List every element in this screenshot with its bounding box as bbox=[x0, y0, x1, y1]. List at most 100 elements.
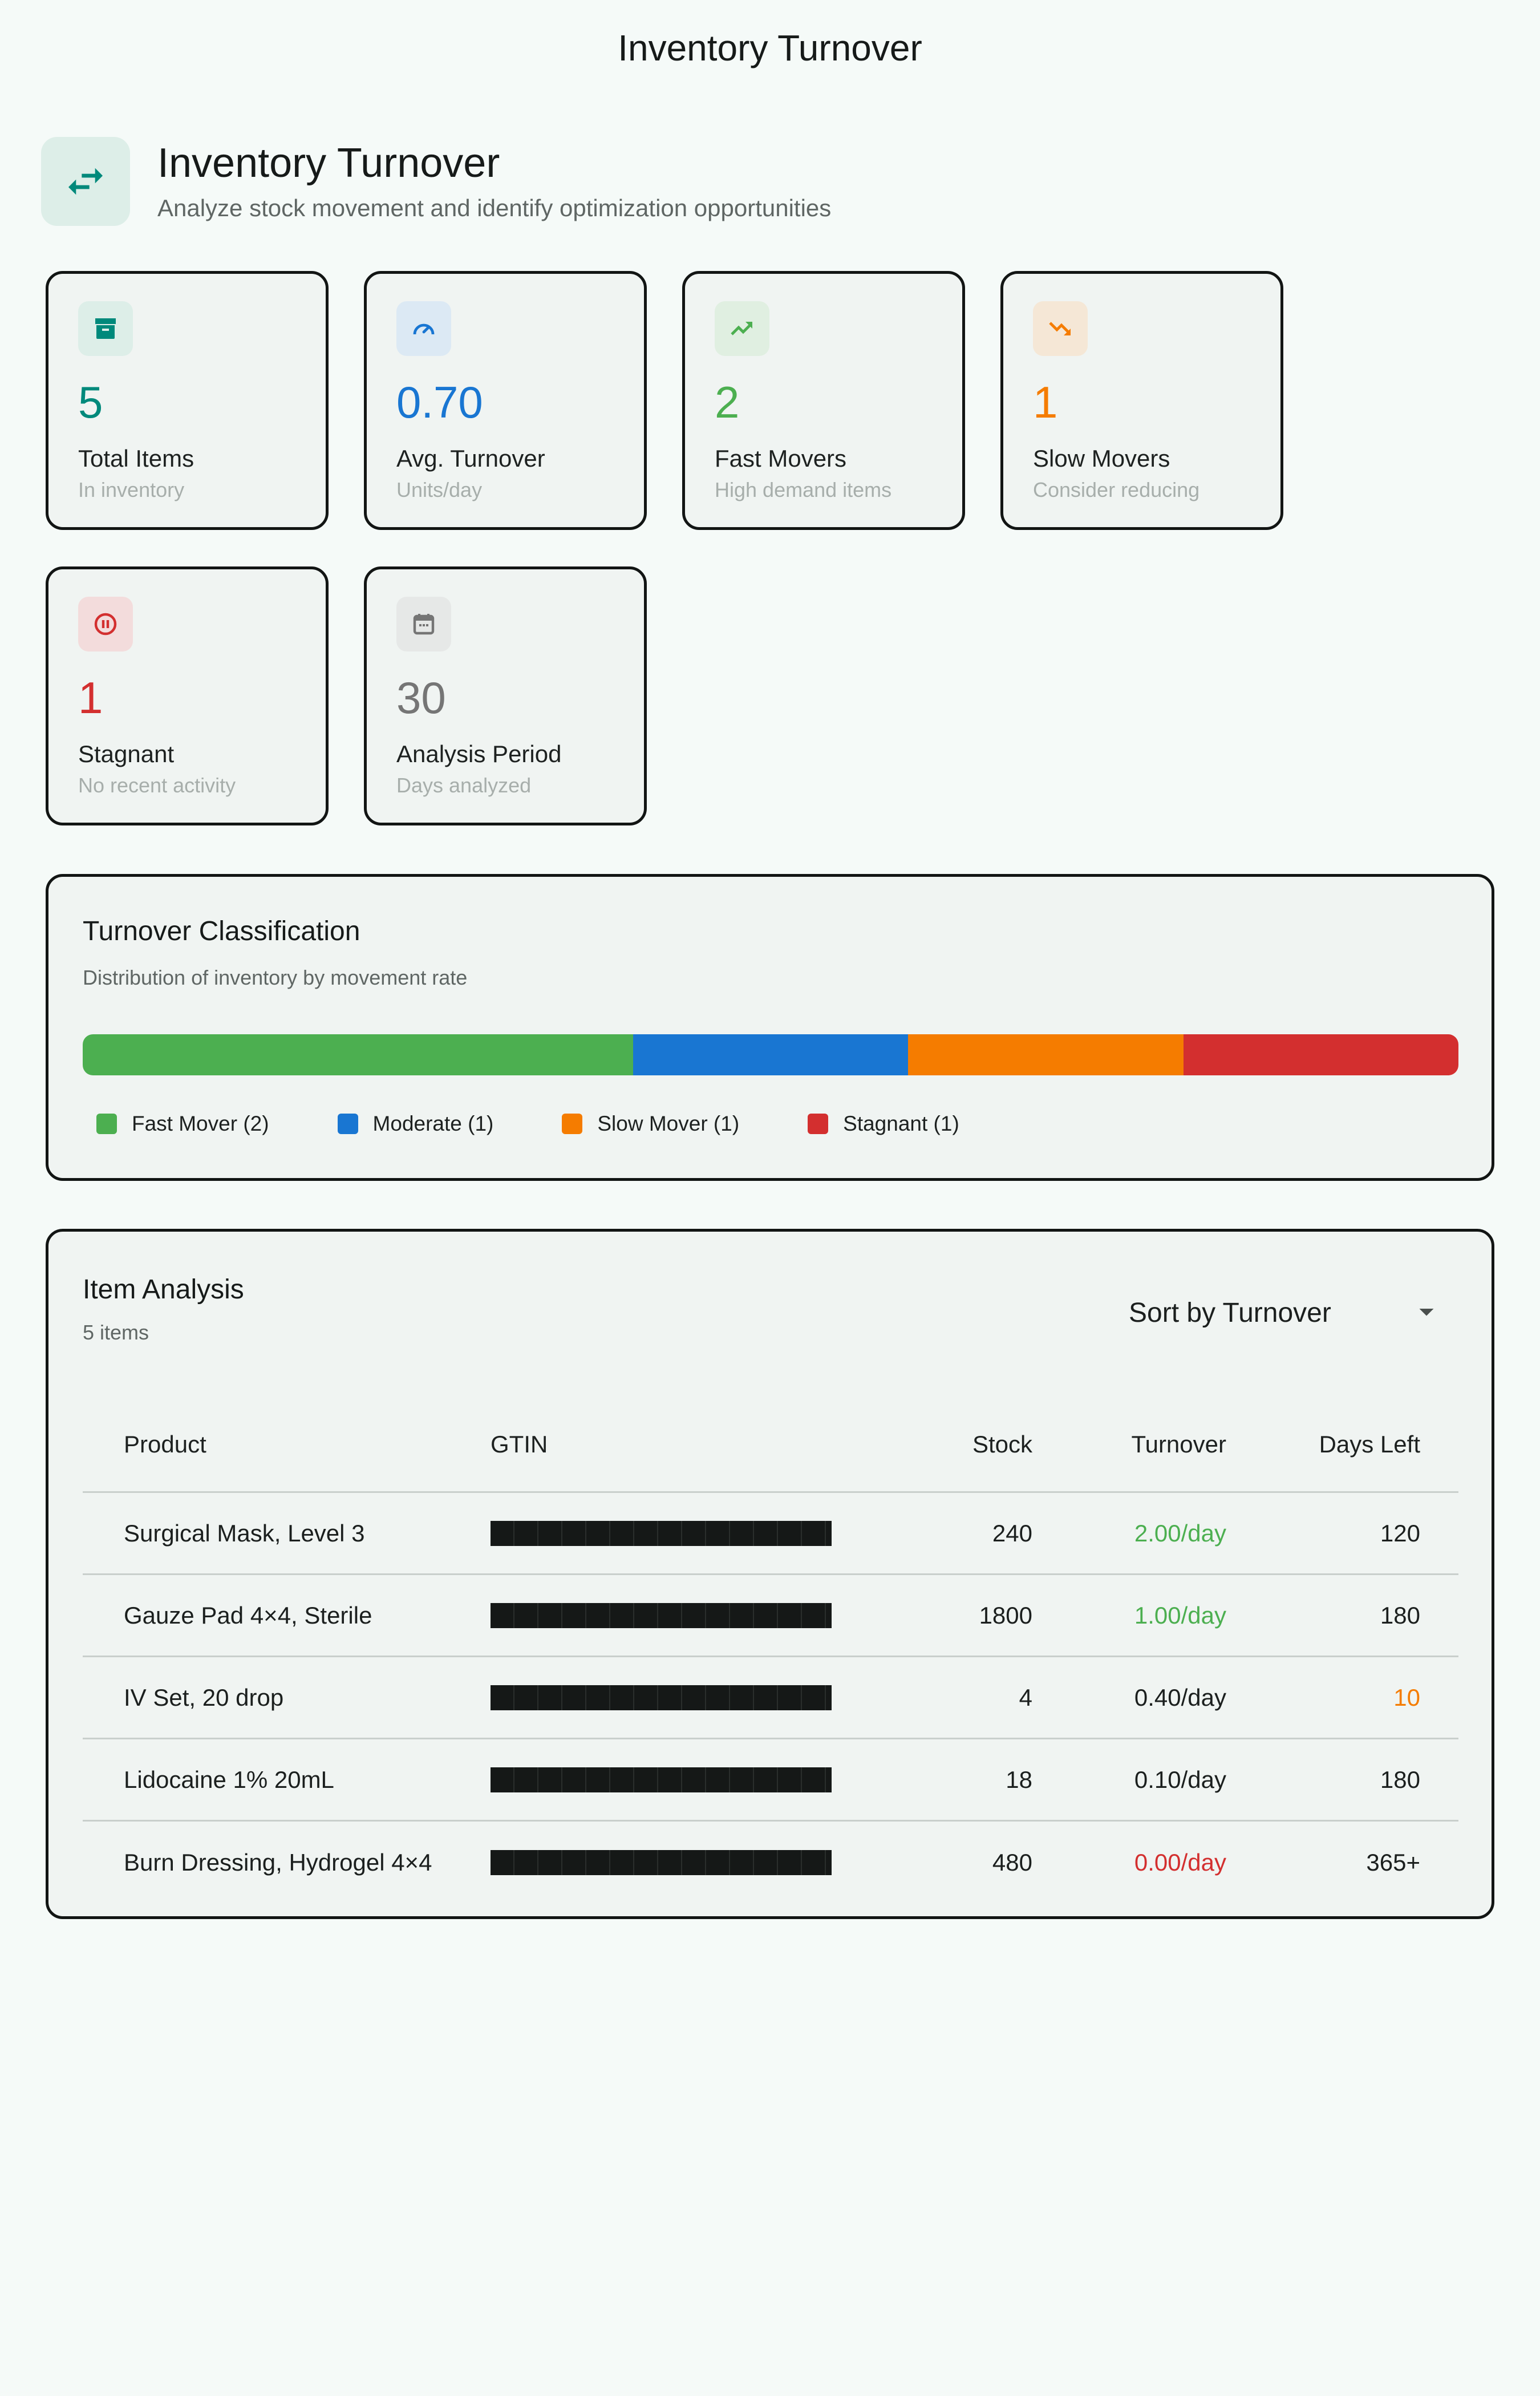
stat-value: 1 bbox=[1033, 377, 1058, 427]
cell-days-left: 120 bbox=[1380, 1519, 1420, 1547]
stat-value: 5 bbox=[78, 377, 103, 427]
cell-days-left: 180 bbox=[1380, 1766, 1420, 1793]
sort-select[interactable]: Sort by Turnover bbox=[1101, 1291, 1450, 1334]
legend-label: Fast Mover (2) bbox=[132, 1112, 269, 1135]
cell-stock: 1800 bbox=[979, 1601, 1032, 1629]
stat-value: 0.70 bbox=[396, 377, 483, 427]
column-header-days-left[interactable]: Days Left bbox=[1319, 1430, 1420, 1458]
redacted-gtin bbox=[491, 1767, 832, 1792]
trending-down-icon bbox=[1033, 301, 1088, 356]
redacted-gtin bbox=[491, 1520, 832, 1546]
redacted-gtin bbox=[491, 1850, 832, 1875]
legend-swatch bbox=[562, 1114, 583, 1134]
stat-hint: No recent activity bbox=[78, 774, 236, 797]
stat-label: Fast Movers bbox=[715, 445, 847, 472]
legend-label: Moderate (1) bbox=[372, 1112, 494, 1135]
legend-swatch bbox=[808, 1114, 829, 1134]
table-header: Product GTIN Stock Turnover Days Left bbox=[83, 1397, 1458, 1493]
column-header-stock[interactable]: Stock bbox=[972, 1430, 1032, 1458]
chevron-down-icon bbox=[1409, 1294, 1444, 1331]
stat-label: Slow Movers bbox=[1033, 445, 1170, 472]
column-header-gtin[interactable]: GTIN bbox=[491, 1430, 548, 1458]
cell-turnover: 0.40/day bbox=[1134, 1683, 1226, 1711]
stat-card-total-items: 5 Total Items In inventory bbox=[46, 271, 329, 530]
legend-item-stagnant: Stagnant (1) bbox=[808, 1112, 959, 1136]
stat-card-slow-movers: 1 Slow Movers Consider reducing bbox=[1000, 271, 1283, 530]
cell-gtin bbox=[491, 1850, 844, 1875]
stat-value: 2 bbox=[715, 377, 740, 427]
classification-legend: Fast Mover (2) Moderate (1) Slow Mover (… bbox=[96, 1112, 1028, 1136]
stat-card-stagnant: 1 Stagnant No recent activity bbox=[46, 566, 329, 825]
redacted-gtin bbox=[491, 1685, 832, 1710]
distribution-segment-2 bbox=[908, 1034, 1184, 1075]
legend-swatch bbox=[96, 1114, 117, 1134]
legend-item-fast-mover: Fast Mover (2) bbox=[96, 1112, 269, 1136]
cell-turnover: 0.10/day bbox=[1134, 1766, 1226, 1793]
item-analysis-card: Item Analysis 5 items Sort by Turnover P… bbox=[46, 1229, 1494, 1919]
stat-label: Total Items bbox=[78, 445, 194, 472]
pause-circle-icon bbox=[78, 597, 133, 651]
classification-title: Turnover Classification bbox=[83, 916, 360, 946]
cell-product: Lidocaine 1% 20mL bbox=[124, 1766, 334, 1793]
cell-stock: 480 bbox=[992, 1849, 1032, 1876]
table-row[interactable]: Burn Dressing, Hydrogel 4×4 480 0.00/day… bbox=[83, 1822, 1458, 1904]
turnover-classification-card: Turnover Classification Distribution of … bbox=[46, 874, 1494, 1181]
trending-up-icon bbox=[715, 301, 769, 356]
cell-days-left: 365+ bbox=[1366, 1849, 1420, 1876]
stat-hint: Units/day bbox=[396, 478, 483, 501]
cell-turnover: 2.00/day bbox=[1134, 1519, 1226, 1547]
table-row[interactable]: Surgical Mask, Level 3 240 2.00/day 120 bbox=[83, 1493, 1458, 1575]
stat-hint: High demand items bbox=[715, 478, 892, 501]
cell-gtin bbox=[491, 1767, 844, 1792]
item-table: Product GTIN Stock Turnover Days Left Su… bbox=[83, 1397, 1458, 1904]
table-row[interactable]: Lidocaine 1% 20mL 18 0.10/day 180 bbox=[83, 1739, 1458, 1822]
app-bar: Inventory Turnover bbox=[0, 0, 1540, 96]
legend-label: Stagnant (1) bbox=[843, 1112, 959, 1135]
stat-hint: In inventory bbox=[78, 478, 185, 501]
page-subtitle: Analyze stock movement and identify opti… bbox=[157, 194, 832, 221]
cell-gtin bbox=[491, 1602, 844, 1628]
legend-item-slow-mover: Slow Mover (1) bbox=[562, 1112, 739, 1136]
cell-stock: 240 bbox=[992, 1519, 1032, 1547]
item-count: 5 items bbox=[83, 1321, 149, 1344]
redacted-gtin bbox=[491, 1602, 832, 1628]
speedometer-icon bbox=[396, 301, 451, 356]
stat-label: Analysis Period bbox=[396, 740, 562, 767]
cell-turnover: 0.00/day bbox=[1134, 1849, 1226, 1876]
column-header-turnover[interactable]: Turnover bbox=[1131, 1430, 1226, 1458]
cell-stock: 18 bbox=[1006, 1766, 1032, 1793]
column-header-product[interactable]: Product bbox=[124, 1430, 206, 1458]
cell-gtin bbox=[491, 1520, 844, 1546]
cell-product: Surgical Mask, Level 3 bbox=[124, 1519, 365, 1547]
swap-horizontal-icon bbox=[41, 137, 130, 226]
cell-product: Burn Dressing, Hydrogel 4×4 bbox=[124, 1849, 432, 1876]
page-title: Inventory Turnover bbox=[157, 140, 500, 187]
item-analysis-title: Item Analysis bbox=[83, 1274, 244, 1305]
distribution-segment-3 bbox=[1183, 1034, 1458, 1075]
stat-hint: Days analyzed bbox=[396, 774, 532, 797]
cell-turnover: 1.00/day bbox=[1134, 1601, 1226, 1629]
cell-days-left: 180 bbox=[1380, 1601, 1420, 1629]
cell-product: IV Set, 20 drop bbox=[124, 1683, 284, 1711]
legend-swatch bbox=[337, 1114, 358, 1134]
distribution-segment-0 bbox=[83, 1034, 633, 1075]
archive-icon bbox=[78, 301, 133, 356]
sort-select-value: Sort by Turnover bbox=[1129, 1297, 1331, 1328]
table-row[interactable]: IV Set, 20 drop 4 0.40/day 10 bbox=[83, 1657, 1458, 1739]
classification-subtitle: Distribution of inventory by movement ra… bbox=[83, 966, 468, 989]
stat-card-avg-turnover: 0.70 Avg. Turnover Units/day bbox=[364, 271, 647, 530]
table-row[interactable]: Gauze Pad 4×4, Sterile 1800 1.00/day 180 bbox=[83, 1575, 1458, 1657]
cell-stock: 4 bbox=[1019, 1683, 1032, 1711]
distribution-bar bbox=[83, 1034, 1458, 1075]
app-bar-title: Inventory Turnover bbox=[618, 27, 922, 68]
stat-value: 1 bbox=[78, 673, 103, 723]
stat-label: Stagnant bbox=[78, 740, 175, 767]
stat-value: 30 bbox=[396, 673, 446, 723]
distribution-segment-1 bbox=[633, 1034, 909, 1075]
stat-card-analysis-period: 30 Analysis Period Days analyzed bbox=[364, 566, 647, 825]
cell-days-left: 10 bbox=[1393, 1683, 1420, 1711]
stat-card-fast-movers: 2 Fast Movers High demand items bbox=[682, 271, 965, 530]
stat-label: Avg. Turnover bbox=[396, 445, 545, 472]
stats-grid: 5 Total Items In inventory 0.70 Avg. Tur… bbox=[46, 271, 1289, 825]
legend-item-moderate: Moderate (1) bbox=[337, 1112, 494, 1136]
